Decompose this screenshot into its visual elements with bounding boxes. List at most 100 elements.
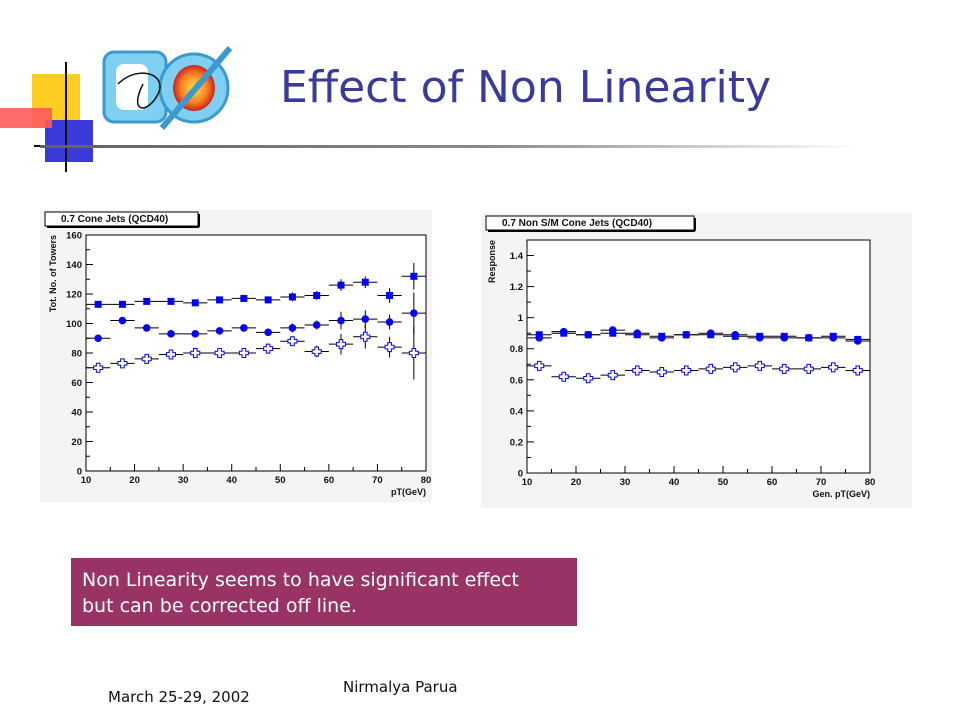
data-point-circle [853,337,862,345]
data-point-square [191,299,199,307]
data-point-circle [706,329,715,337]
data-point-open-cross [214,348,225,358]
data-point-open-cross [263,343,274,354]
data-point-open-cross [754,360,765,371]
data-point-open-cross [384,342,395,353]
data-point-open-cross [803,363,814,374]
data-point-open-cross [311,346,322,357]
data-point-square [143,297,151,305]
y-tick-label: 60 [71,378,82,389]
data-point-square [361,278,369,286]
y-tick-label: 0 [77,467,82,478]
towers-plot: 0.7 Cone Jets (QCD40) 0 20 40 60 80 100 120 140 1… [40,210,432,502]
series-group [86,263,426,308]
x-tick-label: 40 [226,475,237,486]
data-point-open-cross [238,348,249,358]
data-point-open-cross [779,363,790,374]
data-point-circle [535,334,544,342]
blue-square [45,120,93,162]
data-point-circle [240,324,248,332]
data-point-square [94,300,102,308]
response-plot: 0.7 Non S/M Cone Jets (QCD40) 0 0.2 0.4 0.6 0… [481,213,912,508]
towers-plot-svg: 0.7 Cone Jets (QCD40) 0 20 40 60 80 100 120 140 1… [44,211,431,497]
data-point-open-cross [141,353,152,364]
data-point-circle [804,334,813,342]
data-point-square [167,297,175,305]
data-point-open-cross [558,371,569,382]
data-point-open-cross [730,362,741,373]
data-point-open-cross [534,360,545,371]
data-point-circle [731,330,740,339]
data-point-square [410,272,418,280]
x-tick-label: 40 [669,477,680,488]
x-axis-label: pT(GeV) [391,487,426,497]
x-tick-label: 20 [129,475,140,486]
y-tick-label: 0 [518,469,523,480]
x-tick-label: 50 [275,475,286,486]
response-plot-svg: 0.7 Non S/M Cone Jets (QCD40) 0 0.2 0.4 0.6 0… [485,215,876,499]
data-point-square [337,281,345,289]
data-point-square [264,296,272,304]
data-point-circle [755,334,764,342]
y-tick-label: 100 [66,319,82,330]
data-point-square [240,294,248,302]
data-point-circle [264,328,272,337]
data-point-open-cross [852,365,863,376]
x-tick-label: 30 [178,475,189,486]
data-point-open-cross [681,365,692,376]
data-point-circle [584,330,593,339]
data-point-circle [167,330,175,338]
x-tick-label: 10 [81,475,92,486]
y-tick-label: 1.2 [510,282,523,293]
y-axis-label: Response [487,240,497,283]
data-point-square [216,296,224,304]
data-point-open-cross [705,363,716,374]
x-tick-label: 50 [718,477,729,488]
data-point-open-cross [408,348,419,358]
data-point-open-cross [632,365,643,376]
data-point-circle [142,324,151,332]
data-point-open-cross [166,349,176,360]
y-tick-label: 80 [71,349,82,360]
y-tick-label: 160 [66,231,82,242]
title-divider [40,145,860,148]
x-tick-label: 70 [816,477,827,488]
footer-author: Nirmalya Parua [343,678,458,696]
data-point-circle [191,330,200,338]
data-point-open-cross [656,367,667,378]
y-tick-label: 0.2 [510,437,523,448]
plot-title: 0.7 Cone Jets (QCD40) [61,214,168,225]
x-tick-label: 20 [571,477,582,488]
x-tick-label: 60 [324,475,335,486]
data-point-open-cross [360,331,371,342]
data-point-circle [385,318,394,326]
decorative-corner-graphic [0,62,115,172]
footer-date: March 25-29, 2002 [108,688,250,706]
y-tick-label: 40 [71,408,82,419]
x-tick-label: 10 [522,477,533,488]
data-point-circle [312,321,321,329]
callout-line-1: Non Linearity seems to have significant … [82,569,519,591]
data-point-square [118,300,126,308]
data-point-square [288,293,296,301]
dzero-logo: DØ [102,46,233,130]
x-tick-label: 80 [865,477,876,488]
data-point-circle [94,334,102,343]
x-axis-label: Gen. pT(GeV) [812,489,870,499]
data-point-open-cross [287,336,298,347]
x-tick-label: 70 [372,475,383,486]
y-tick-label: 0.4 [510,406,524,417]
data-point-circle [337,316,345,325]
y-tick-label: 0.8 [510,344,523,355]
data-point-square [386,291,394,299]
red-bar [0,108,52,128]
data-point-open-cross [607,370,618,381]
y-tick-label: 0.6 [510,375,523,386]
data-point-circle [682,330,691,339]
data-point-circle [780,334,789,342]
data-point-open-cross [117,358,128,369]
series-group [86,324,426,380]
data-point-circle [608,326,617,334]
y-axis-label: Tot. No. of Towers [48,235,58,312]
callout-line-2: but can be corrected off line. [82,595,357,617]
